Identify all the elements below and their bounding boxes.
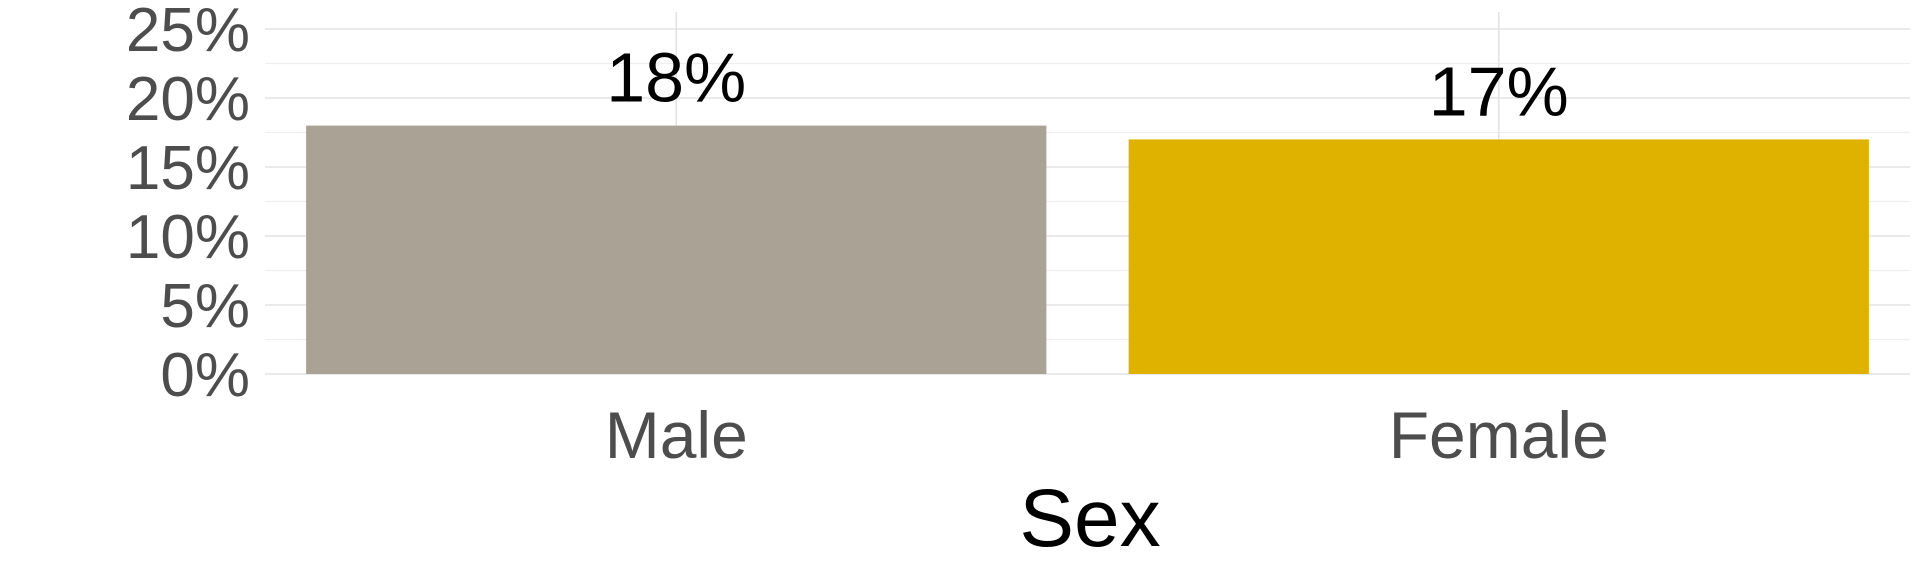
bars [306,125,1869,374]
y-tick-label: 15% [126,134,250,203]
data-label-female: 17% [1429,52,1569,130]
x-tick-label-female: Female [1389,398,1609,472]
y-tick-label: 5% [160,272,250,341]
y-tick-label: 25% [126,0,250,65]
y-tick-label: 10% [126,203,250,272]
data-label-male: 18% [606,39,746,117]
y-tick-label: 0% [160,341,250,410]
bar-male [306,125,1047,374]
bar-female [1128,139,1869,374]
y-axis-tick-labels: 0%5%10%15%20%25% [126,0,250,410]
x-tick-label-male: Male [605,398,748,472]
x-axis-tick-labels: Male Female [605,398,1609,472]
x-axis-title: Sex [1019,473,1160,564]
data-labels: 18% 17% [606,39,1569,131]
y-tick-label: 20% [126,65,250,134]
